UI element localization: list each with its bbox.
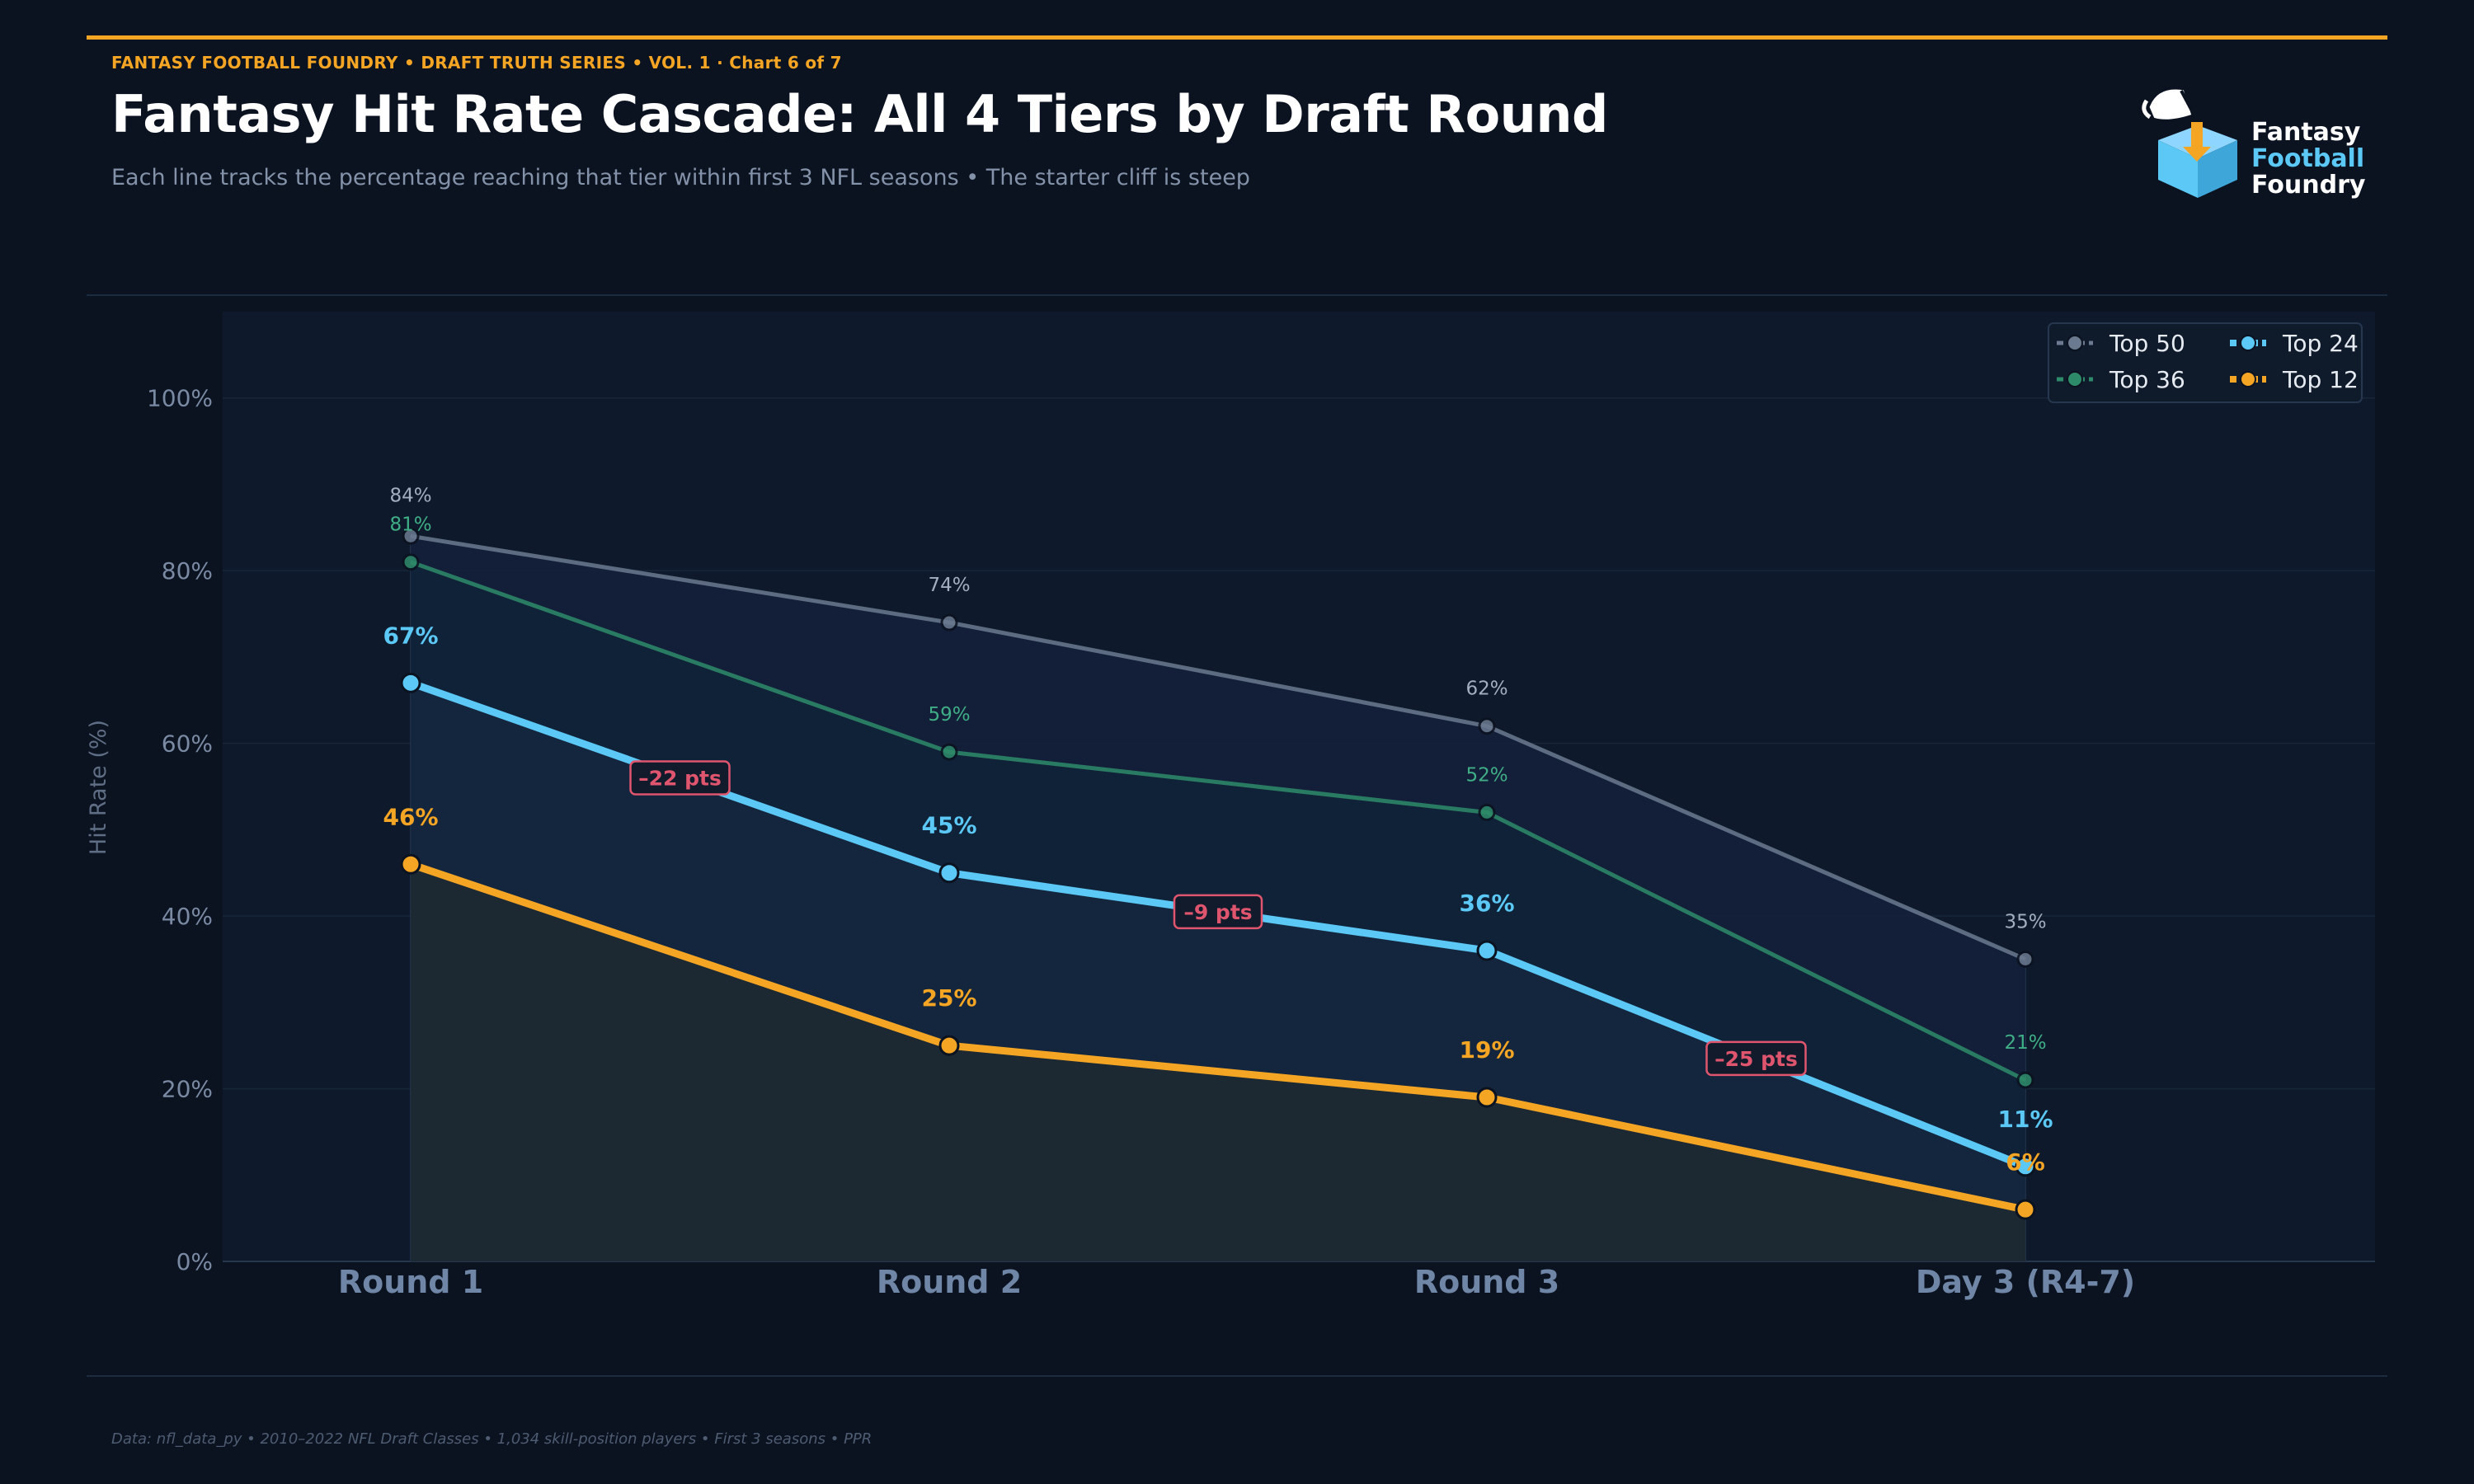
data-label-top-36: 52%	[1465, 764, 1507, 786]
legend-marker-top-36	[2067, 371, 2083, 387]
page-subtitle: Each line tracks the percentage reaching…	[111, 165, 1250, 190]
data-label-top-36: 81%	[389, 514, 431, 536]
drop-annotations: –22 pts –9 pts –25 pts	[629, 760, 1807, 1077]
logo-line-1: Fantasy	[2251, 118, 2361, 147]
y-tick-label: 80%	[162, 557, 213, 585]
data-label-top-24: 11%	[1997, 1106, 2053, 1133]
y-tick-label: 60%	[162, 730, 213, 758]
area-top-50	[411, 536, 2025, 1081]
data-label-top-36: 21%	[2004, 1032, 2046, 1054]
top-accent-rule	[87, 35, 2387, 40]
logo-line-2: Football	[2251, 144, 2365, 173]
point-top-36	[1478, 803, 1496, 821]
line-top-36	[410, 560, 2027, 1082]
drop-annotation: –22 pts	[629, 760, 731, 796]
data-label-top-50: 84%	[389, 485, 431, 506]
point-top-12	[2015, 1199, 2036, 1220]
drop-annotation-box	[1173, 894, 1263, 930]
pouring-bucket-icon	[2142, 87, 2237, 198]
drop-annotation-label: –9 pts	[1183, 900, 1252, 924]
line-top-12	[409, 860, 2026, 1214]
legend-marker-top-24	[2240, 335, 2256, 351]
data-label-top-50: 62%	[1465, 679, 1507, 700]
data-label-top-12: 46%	[383, 803, 438, 830]
series-areas	[411, 536, 2025, 1261]
point-top-50	[1478, 717, 1496, 735]
brand-logo: Fantasy Football Foundry	[2140, 82, 2365, 202]
x-tick-label: Round 2	[877, 1264, 1022, 1300]
drop-annotation-box	[629, 760, 731, 796]
data-label-top-50: 74%	[928, 575, 970, 596]
y-tick-label: 40%	[162, 903, 213, 930]
y-tick-label: 0%	[176, 1248, 213, 1275]
series-points	[400, 527, 2036, 1220]
page-title: Fantasy Hit Rate Cascade: All 4 Tiers by…	[111, 84, 1608, 144]
x-tick-label: Round 3	[1414, 1264, 1559, 1300]
data-labels: 84% 74% 62% 35% 81% 59% 52% 21% 67% 45% 36% 11% 46% 2…	[383, 485, 2053, 1176]
line-top-50	[410, 533, 2026, 961]
series-eyebrow: FANTASY FOOTBALL FOUNDRY • DRAFT TRUTH S…	[111, 53, 842, 73]
drop-annotation-box	[1705, 1040, 1807, 1077]
y-axis-label: Hit Rate (%)	[86, 720, 111, 855]
y-axis: 0% 20% 40% 60% 80% 100%	[147, 385, 213, 1275]
x-axis: Round 1 Round 2 Round 3 Day 3 (R4-7)	[338, 1264, 2135, 1300]
point-top-36	[2016, 1071, 2034, 1089]
data-label-top-24: 45%	[921, 812, 976, 839]
drop-annotation: –9 pts	[1173, 894, 1263, 930]
chart-legend: Top 50 Top 24 Top 36 Top 12	[2048, 322, 2363, 403]
data-label-top-36: 59%	[928, 704, 970, 726]
legend-label-top-12: Top 12	[2282, 366, 2359, 393]
legend-label-top-50: Top 50	[2109, 330, 2185, 357]
legend-box	[2048, 322, 2363, 403]
y-tick-label: 20%	[162, 1076, 213, 1103]
footer-divider	[87, 1375, 2387, 1377]
area-top-36	[411, 561, 2025, 1167]
point-top-50	[2016, 950, 2034, 968]
logo-wordmark: Fantasy Football Foundry	[2251, 120, 2365, 199]
data-label-top-12: 19%	[1459, 1036, 1514, 1064]
point-top-36	[940, 743, 958, 761]
data-label-top-12: 25%	[921, 984, 976, 1012]
header-divider	[87, 294, 2387, 296]
point-top-24	[400, 672, 421, 693]
footer-source: Data: nfl_data_py • 2010–2022 NFL Draft …	[111, 1430, 872, 1448]
point-top-12	[1476, 1087, 1498, 1108]
legend-label-top-24: Top 24	[2282, 330, 2359, 357]
x-tick-label: Round 1	[338, 1264, 483, 1300]
point-top-50	[402, 527, 420, 545]
drop-annotation: –25 pts	[1705, 1040, 1807, 1077]
drop-annotation-label: –25 pts	[1714, 1047, 1798, 1071]
x-tick-label: Day 3 (R4-7)	[1916, 1264, 2135, 1300]
legend-marker-top-50	[2067, 335, 2083, 351]
point-top-24	[1476, 940, 1498, 961]
area-top-12	[411, 864, 2025, 1261]
data-label-top-24: 67%	[383, 622, 438, 649]
legend-marker-top-12	[2240, 371, 2256, 387]
point-top-24	[2015, 1156, 2036, 1177]
data-label-top-50: 35%	[2004, 911, 2046, 932]
point-top-36	[402, 553, 420, 571]
logo-line-3: Foundry	[2251, 171, 2366, 200]
point-top-24	[938, 862, 960, 884]
drop-annotation-label: –22 pts	[638, 767, 722, 791]
legend-label-top-36: Top 36	[2109, 366, 2185, 393]
area-top-24	[411, 683, 2025, 1210]
data-label-top-24: 36%	[1459, 890, 1514, 917]
point-top-50	[940, 613, 958, 632]
point-top-12	[400, 853, 421, 875]
data-label-top-12: 6%	[2006, 1148, 2045, 1176]
y-tick-label: 100%	[147, 385, 213, 412]
point-top-12	[938, 1035, 960, 1056]
